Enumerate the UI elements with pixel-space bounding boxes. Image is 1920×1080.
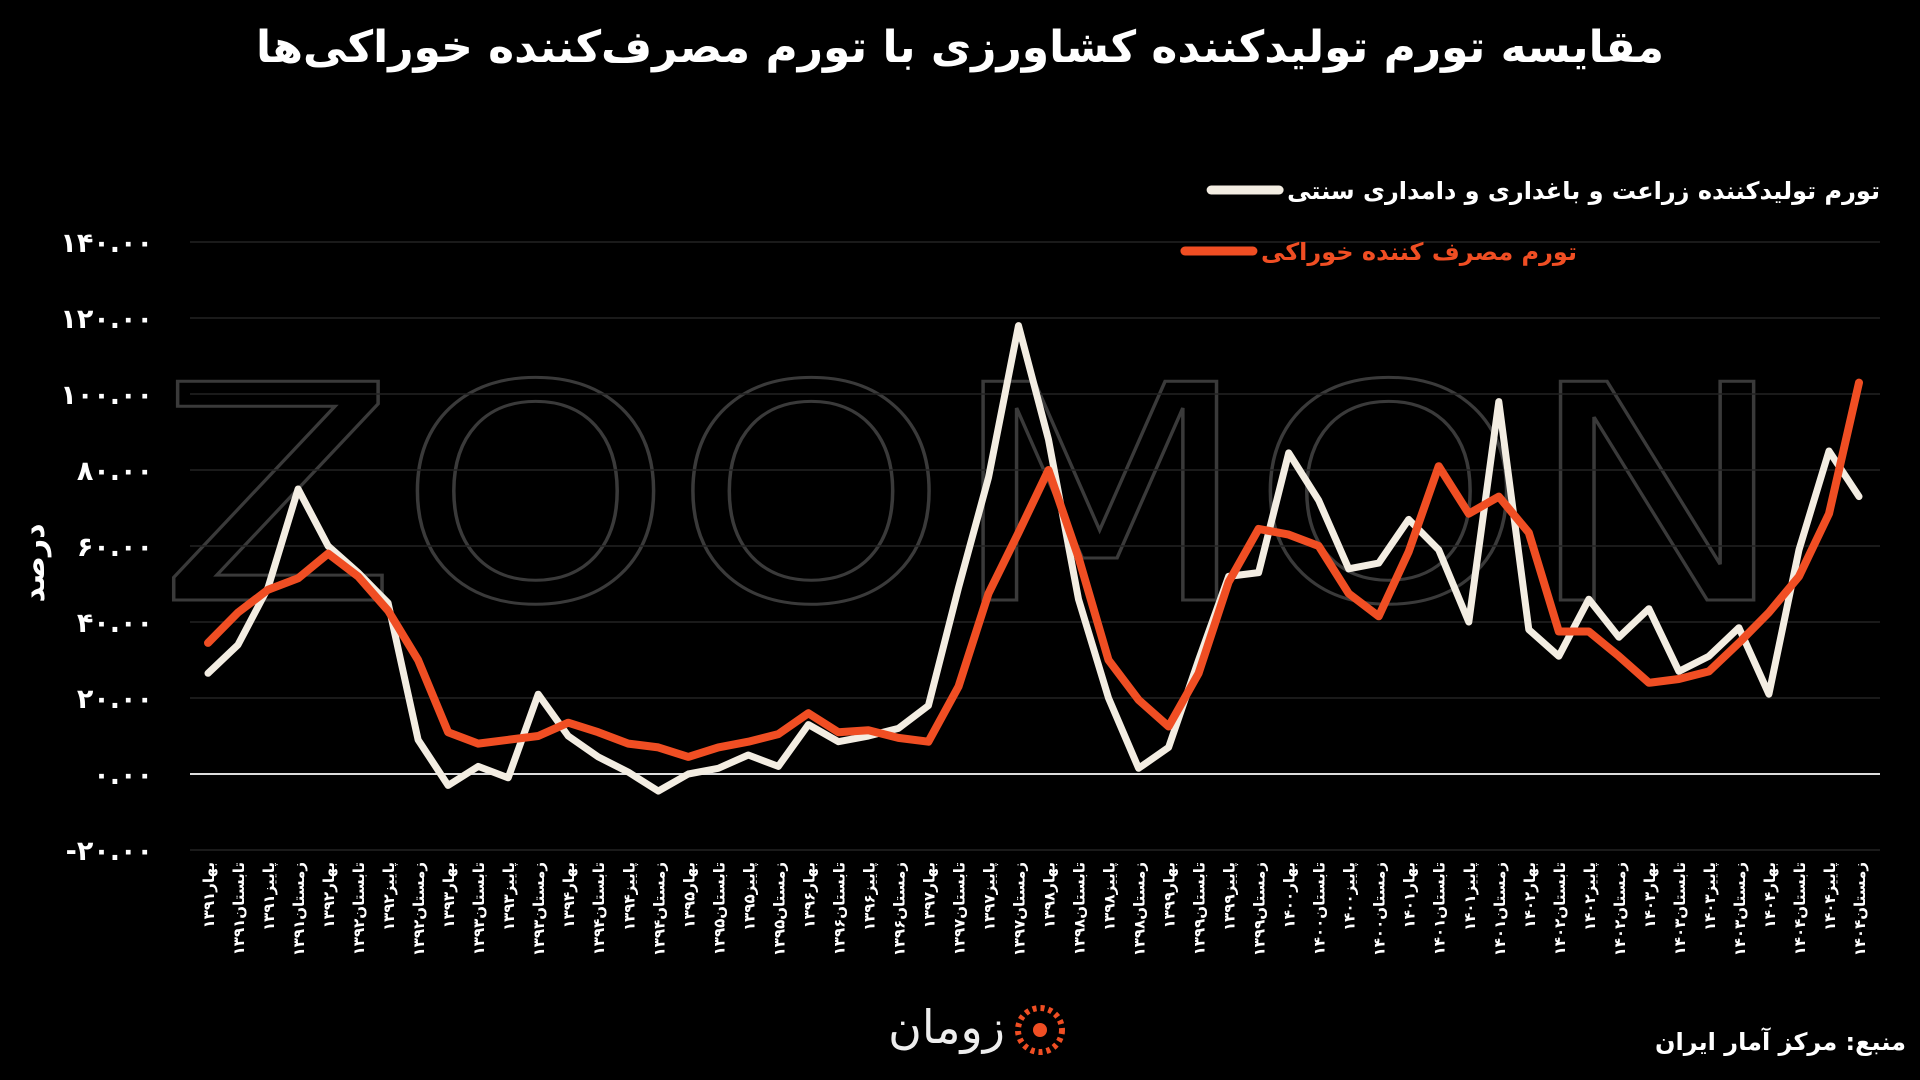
x-tick-label: بهار۱۴۰۱	[1401, 862, 1419, 928]
x-tick-label: پاییز۱۳۹۴	[620, 862, 639, 931]
y-tick-label: ۲۰.۰۰	[77, 684, 153, 715]
x-tick-label: زمستان۱۳۹۴	[650, 862, 668, 956]
x-tick-label: زمستان۱۳۹۷	[1010, 862, 1028, 956]
x-tick-label: تابستان۱۴۰۴	[1791, 862, 1809, 955]
x-tick-label: بهار۱۴۰۳	[1641, 862, 1659, 928]
x-tick-label: زمستان۱۳۹۳	[530, 862, 548, 956]
legend-label: تورم تولیدکننده زراعت و باغداری و دامدار…	[1287, 177, 1880, 205]
x-tick-label: تابستان۱۳۹۷	[950, 862, 968, 955]
x-tick-label: پاییز۱۳۹۵	[740, 862, 759, 931]
x-tick-label: پاییز۱۴۰۰	[1341, 862, 1360, 931]
x-tick-label: زمستان۱۴۰۴	[1851, 862, 1869, 956]
x-tick-label: زمستان۱۴۰۳	[1731, 862, 1749, 956]
x-tick-label: بهار۱۳۹۶	[800, 862, 818, 928]
source: منبع: مرکز آمار ایران	[1655, 1027, 1906, 1056]
x-tick-label: زمستان۱۳۹۵	[770, 862, 788, 956]
x-tick-label: تابستان۱۳۹۲	[350, 862, 368, 955]
x-tick-label: بهار۱۴۰۲	[1521, 862, 1539, 928]
y-tick-label: -۲۰.۰۰	[66, 836, 153, 867]
x-tick-label: بهار۱۳۹۲	[320, 862, 338, 928]
x-tick-label: زمستان۱۳۹۸	[1131, 862, 1149, 956]
x-tick-label: تابستان۱۴۰۲	[1551, 862, 1569, 955]
x-tick-label: تابستان۱۴۰۱	[1431, 862, 1449, 955]
x-tick-label: پاییز۱۳۹۹	[1221, 862, 1240, 931]
x-tick-label: زمستان۱۳۹۱	[290, 862, 308, 956]
x-tick-label: زمستان۱۴۰۰	[1371, 862, 1389, 956]
x-tick-label: پاییز۱۳۹۱	[260, 862, 279, 931]
x-tick-label: زمستان۱۳۹۲	[410, 862, 428, 956]
x-tick-label: تابستان۱۳۹۴	[590, 862, 608, 955]
y-tick-label: ۱۲۰.۰۰	[60, 304, 153, 335]
x-tick-label: پاییز۱۴۰۲	[1581, 862, 1600, 931]
x-tick-label: بهار۱۴۰۴	[1761, 862, 1779, 928]
y-axis-label: درصد	[17, 524, 52, 603]
y-tick-label: ۶۰.۰۰	[77, 532, 153, 563]
y-tick-label: ۱۰۰.۰۰	[60, 380, 153, 411]
x-tick-label: پاییز۱۳۹۲	[380, 862, 399, 931]
x-tick-label: زمستان۱۳۹۶	[890, 862, 908, 956]
x-tick-label: بهار۱۳۹۵	[680, 862, 698, 928]
x-tick-label: تابستان۱۴۰۰	[1311, 862, 1329, 955]
x-tick-label: بهار۱۳۹۳	[440, 862, 458, 928]
x-tick-label: بهار۱۳۹۴	[560, 862, 578, 928]
x-tick-label: پاییز۱۴۰۱	[1461, 862, 1480, 931]
watermark: ZOOMON	[158, 322, 1788, 671]
x-tick-label: تابستان۱۳۹۹	[1191, 862, 1209, 955]
x-tick-label: پاییز۱۴۰۴	[1821, 862, 1840, 931]
y-tick-label: ۴۰.۰۰	[77, 608, 153, 639]
legend-label: تورم مصرف کننده خوراکی	[1261, 238, 1577, 266]
series-line	[204, 378, 1863, 761]
logo-dot	[1033, 1023, 1047, 1037]
x-tick-label: بهار۱۳۹۸	[1041, 862, 1059, 928]
x-tick-label: زمستان۱۴۰۲	[1611, 862, 1629, 956]
x-tick-label: زمستان۱۳۹۹	[1251, 862, 1269, 956]
x-tick-label: پاییز۱۳۹۳	[500, 862, 519, 931]
x-tick-label: بهار۱۴۰۰	[1281, 862, 1299, 928]
x-tick-label: تابستان۱۳۹۶	[830, 862, 848, 955]
logo-text: زومان	[888, 1000, 1005, 1055]
x-tick-label: تابستان۱۳۹۳	[470, 862, 488, 955]
logo-icon	[1015, 1005, 1065, 1055]
x-tick-label: بهار۱۳۹۷	[920, 862, 938, 928]
x-tick-label: بهار۱۳۹۱	[200, 862, 218, 928]
x-tick-label: بهار۱۳۹۹	[1161, 862, 1179, 928]
x-tick-label: تابستان۱۴۰۳	[1671, 862, 1689, 955]
x-tick-label: تابستان۱۳۹۵	[710, 862, 728, 955]
x-tick-label: پاییز۱۳۹۶	[860, 862, 879, 931]
x-tick-label: پاییز۱۳۹۷	[980, 862, 999, 931]
logo-ring	[1015, 1005, 1065, 1055]
x-tick-label: پاییز۱۳۹۸	[1101, 862, 1120, 931]
chart-title: مقایسه تورم تولیدکننده کشاورزی با تورم م…	[256, 22, 1664, 73]
x-tick-label: تابستان۱۳۹۸	[1071, 862, 1089, 955]
x-tick-label: زمستان۱۴۰۱	[1491, 862, 1509, 956]
y-tick-label: ۱۴۰.۰۰	[60, 228, 153, 259]
series-line	[204, 322, 1863, 795]
x-tick-label: پاییز۱۴۰۳	[1701, 862, 1720, 931]
y-tick-label: ۸۰.۰۰	[77, 456, 153, 487]
y-tick-label: ۰.۰۰	[93, 760, 153, 791]
x-tick-label: تابستان۱۳۹۱	[230, 862, 248, 955]
